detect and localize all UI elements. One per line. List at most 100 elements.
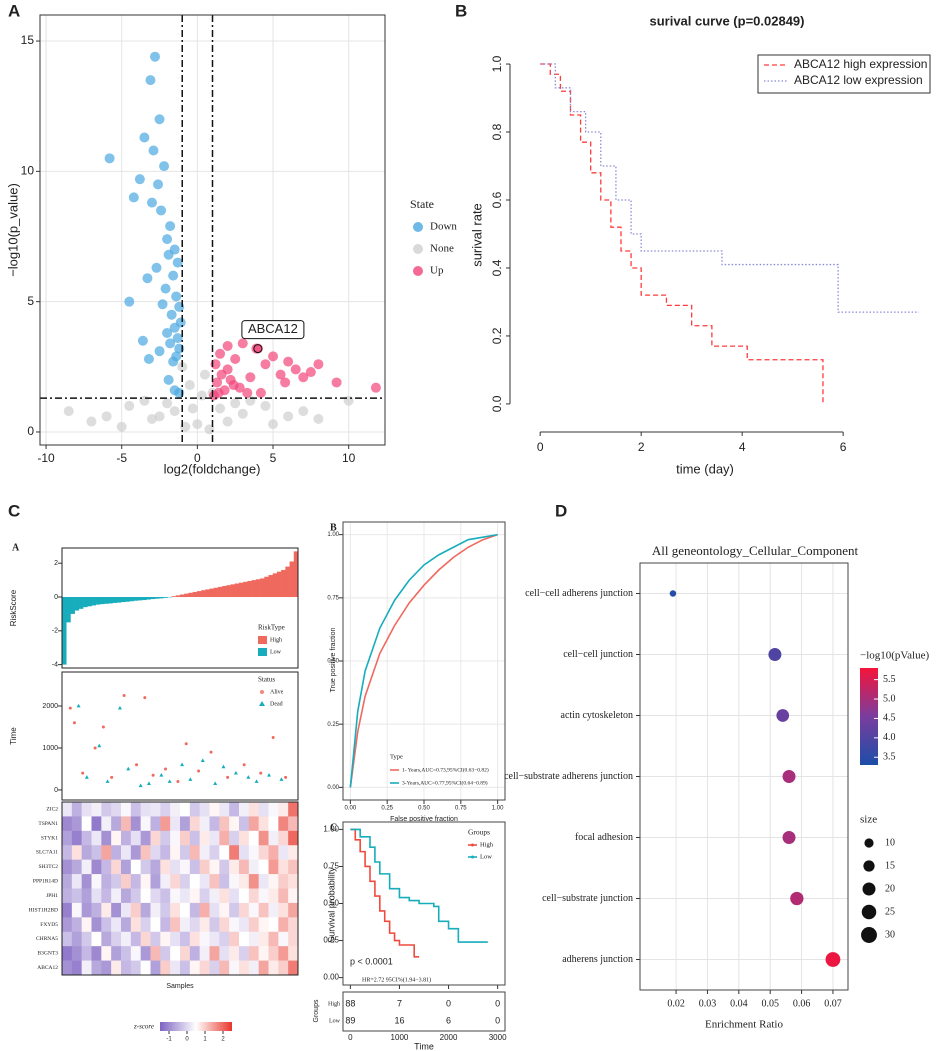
heatmap-cell [180, 931, 191, 947]
heatmap-cell [130, 845, 141, 860]
x-tick-label: 0 [194, 451, 201, 465]
row-label: B3GNT3 [38, 951, 59, 957]
heatmap-cell [71, 960, 82, 976]
point [280, 377, 291, 388]
size-legend-marker [862, 882, 876, 896]
risk-table-row: High [328, 1001, 340, 1007]
heatmap-cell [209, 888, 220, 904]
point [233, 770, 238, 775]
bar [213, 587, 219, 598]
heatmap-cell [111, 845, 122, 860]
y-axis-label: Survival probability [326, 867, 336, 943]
point [163, 374, 174, 385]
heatmap-cell [81, 845, 92, 860]
heatmap-cell [199, 859, 210, 875]
point [279, 777, 284, 781]
hazard-ratio: HR=2.72 95CI%(1.94−3.81) [362, 976, 431, 983]
legend-label: Low [270, 649, 282, 655]
heatmap-cell [248, 931, 259, 947]
point [72, 721, 76, 725]
category-label: cell−cell junction [563, 649, 633, 660]
row-label: SH3TC2 [38, 864, 58, 870]
point [159, 161, 170, 172]
legend-label: None [430, 243, 454, 255]
heatmap-cell [121, 888, 132, 904]
x-tick-label: 0 [348, 1033, 353, 1042]
y-tick-label: 0.6 [490, 191, 504, 208]
bar [83, 597, 88, 608]
point [128, 192, 139, 203]
heatmap-cell [189, 960, 200, 976]
heatmap-cell [150, 859, 161, 875]
point [213, 387, 224, 398]
point [169, 322, 180, 333]
heatmap-cell [130, 917, 141, 933]
heatmap-cell [91, 931, 102, 947]
y-tick-label: 0.0 [490, 395, 504, 412]
heatmap-cell [170, 917, 181, 933]
colorbar-tick-label: 3.5 [883, 752, 896, 763]
heatmap-cell [189, 917, 200, 933]
heatmap-frame [61, 801, 299, 976]
bubble [768, 648, 782, 661]
heatmap-cell [180, 960, 191, 976]
heatmap-cell [180, 888, 191, 904]
heatmap-cell [209, 960, 220, 976]
bar [146, 597, 151, 600]
x-tick-label: 0.05 [761, 998, 779, 1009]
point [226, 775, 230, 779]
heatmap-cell [239, 902, 250, 918]
heatmap-cell [258, 960, 269, 976]
heatmap-cell [288, 859, 299, 875]
point [116, 421, 127, 432]
legend-label: ABCA12 low expression [794, 73, 923, 87]
point [138, 783, 143, 788]
heatmap-cell [278, 859, 289, 875]
heatmap-cell [209, 946, 220, 961]
heatmap-cell [229, 830, 240, 846]
bar [91, 597, 97, 606]
point [192, 419, 203, 430]
heatmap-cell [91, 960, 102, 976]
point [259, 771, 263, 775]
heatmap-cell [91, 888, 102, 904]
point [143, 696, 147, 700]
heatmap-cell [229, 816, 240, 832]
heatmap-cell [288, 874, 299, 889]
bar [142, 597, 147, 601]
point [237, 338, 248, 349]
heatmap-cell [209, 931, 220, 947]
point [222, 340, 233, 351]
point [126, 766, 131, 771]
bar [239, 582, 244, 598]
heatmap-cell [121, 931, 132, 947]
y-tick-label: 0.75 [323, 862, 339, 871]
heatmap-cell [278, 902, 289, 918]
heatmap-cell [219, 845, 230, 860]
y-tick-label: 0.8 [490, 123, 504, 140]
legend-title: State [410, 197, 434, 211]
point [187, 403, 198, 414]
heatmap-cell [258, 946, 269, 961]
heatmap-cell [111, 830, 122, 846]
point [117, 705, 122, 710]
size-legend-label: 15 [885, 860, 895, 871]
heatmap-cell [288, 830, 299, 846]
heatmap-cell [160, 845, 171, 860]
heatmap-cell [219, 946, 230, 961]
heatmap-cell [140, 888, 151, 904]
heatmap-cell [62, 845, 73, 860]
heatmap-cell [81, 931, 92, 947]
heatmap-cell [219, 888, 230, 904]
x-tick-label: 0.07 [824, 998, 842, 1009]
heatmap-cell [150, 816, 161, 832]
heatmap-cell [81, 874, 92, 889]
heatmap-cell [239, 874, 250, 889]
legend-swatch [258, 648, 267, 656]
heatmap-cell [268, 816, 279, 832]
heatmap-cell [278, 917, 289, 933]
heatmap-cell [121, 960, 132, 976]
heatmap-cell [150, 960, 161, 976]
x-axis-label: log2(foldchange) [164, 461, 261, 476]
heatmap-cell [219, 902, 230, 918]
